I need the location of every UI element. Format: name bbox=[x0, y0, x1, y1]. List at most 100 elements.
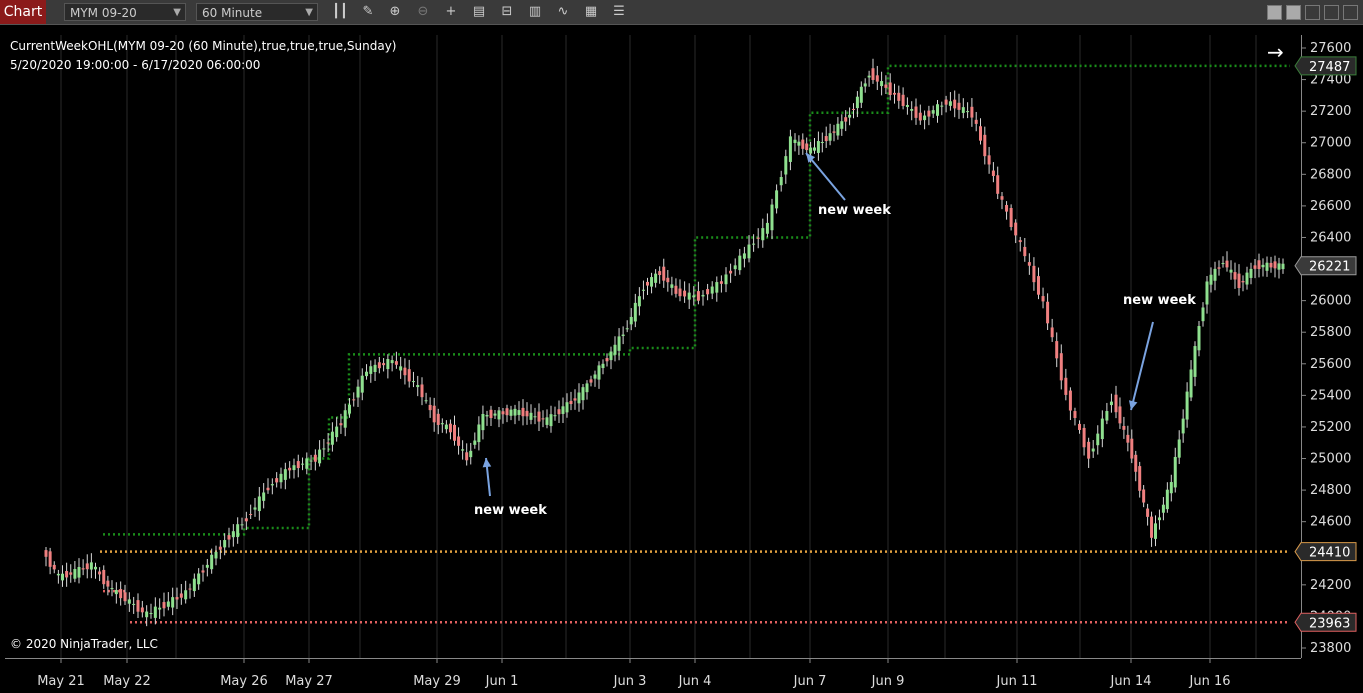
candle-body bbox=[1041, 296, 1045, 302]
candle-body bbox=[249, 514, 253, 516]
y-tick-label: 26000 bbox=[1310, 294, 1351, 309]
candle-body bbox=[884, 84, 888, 88]
time-axis[interactable] bbox=[5, 658, 1301, 693]
candle-body bbox=[214, 551, 218, 559]
candle-body bbox=[1277, 263, 1281, 270]
candle-body bbox=[501, 411, 505, 415]
candle-body bbox=[801, 139, 805, 149]
price-marker bbox=[1294, 612, 1357, 632]
candle-body bbox=[403, 367, 407, 376]
candle-body bbox=[192, 578, 196, 592]
x-tick-label: Jun 7 bbox=[793, 674, 827, 689]
candle-body bbox=[658, 271, 662, 276]
candle-body bbox=[457, 436, 461, 446]
candle-body bbox=[1217, 267, 1221, 269]
indicator-label: CurrentWeekOHL(MYM 09-20 (60 Minute),tru… bbox=[10, 39, 397, 53]
y-tick-label: 27000 bbox=[1310, 136, 1351, 151]
candle-body bbox=[1055, 341, 1059, 359]
candle-body bbox=[153, 606, 157, 618]
candle-body bbox=[266, 487, 270, 491]
x-tick-label: May 27 bbox=[285, 674, 333, 689]
zoom-out-icon[interactable]: ⊖ bbox=[417, 4, 429, 19]
interval-selector[interactable]: 60 Minute ▼ bbox=[196, 3, 318, 21]
candle-body bbox=[1265, 262, 1269, 271]
candle-body bbox=[863, 83, 867, 87]
price-axis[interactable] bbox=[1301, 35, 1358, 658]
candle-body bbox=[1201, 307, 1205, 322]
candle-body bbox=[119, 589, 123, 599]
candle-body bbox=[424, 400, 428, 402]
candle-body bbox=[1193, 346, 1197, 377]
candle-body bbox=[210, 554, 214, 570]
price-marker bbox=[1294, 542, 1357, 562]
bars-icon[interactable]: ┃┃ bbox=[332, 4, 348, 19]
data-box-icon[interactable]: ▤ bbox=[472, 4, 486, 19]
candle-body bbox=[1064, 377, 1068, 395]
candle-body bbox=[106, 580, 110, 587]
candle-body bbox=[98, 571, 102, 575]
week-high-line bbox=[103, 64, 1290, 536]
candle-body bbox=[828, 133, 832, 141]
candle-body bbox=[436, 413, 440, 425]
candle-body bbox=[1169, 482, 1173, 494]
crosshair-icon[interactable]: + bbox=[445, 4, 457, 19]
candle-body bbox=[382, 363, 386, 366]
candle-body bbox=[448, 423, 452, 433]
maximize-icon[interactable] bbox=[1324, 5, 1339, 20]
candle-body bbox=[399, 366, 403, 371]
candle-body bbox=[836, 123, 840, 136]
scroll-right-arrow-icon[interactable]: → bbox=[1267, 40, 1284, 64]
candle-body bbox=[1091, 448, 1095, 452]
x-tick-label: May 26 bbox=[220, 674, 268, 689]
candle-body bbox=[56, 573, 60, 576]
candle-body bbox=[957, 102, 961, 110]
properties-icon[interactable]: ⊟ bbox=[501, 4, 513, 19]
candle-body bbox=[296, 461, 300, 469]
candle-body bbox=[533, 416, 537, 418]
y-tick-label: 23800 bbox=[1310, 641, 1351, 656]
candle-body bbox=[1253, 265, 1257, 269]
candle-body bbox=[629, 316, 633, 325]
close-icon[interactable] bbox=[1343, 5, 1358, 20]
zoom-in-icon[interactable]: ⊕ bbox=[389, 4, 401, 19]
instrument-selector[interactable]: MYM 09-20 ▼ bbox=[64, 3, 186, 21]
candle-body bbox=[322, 448, 326, 450]
candle-body bbox=[970, 106, 974, 118]
strategies-icon[interactable]: ▥ bbox=[528, 4, 542, 19]
candle-body bbox=[654, 273, 658, 283]
candle-body bbox=[369, 366, 373, 374]
candle-body bbox=[145, 611, 149, 618]
indicators-icon[interactable]: ∿ bbox=[557, 4, 569, 19]
candle-body bbox=[545, 417, 549, 425]
candle-body bbox=[188, 588, 192, 590]
candle-body bbox=[386, 359, 390, 370]
tile-icon[interactable] bbox=[1286, 5, 1301, 20]
tile-icon[interactable] bbox=[1267, 5, 1282, 20]
y-tick-label: 24800 bbox=[1310, 483, 1351, 498]
candle-body bbox=[1273, 261, 1277, 269]
candle-body bbox=[65, 571, 69, 578]
candle-body bbox=[1213, 268, 1217, 281]
price-chart-panel[interactable] bbox=[5, 35, 1301, 658]
minimize-icon[interactable] bbox=[1305, 5, 1320, 20]
draw-pencil-icon[interactable]: ✎ bbox=[362, 4, 374, 19]
list-icon[interactable]: ☰ bbox=[613, 4, 625, 19]
candle-body bbox=[953, 99, 957, 109]
candle-body bbox=[1014, 222, 1018, 236]
annotation-arrowhead bbox=[806, 153, 816, 163]
candle-body bbox=[309, 460, 313, 462]
price-marker bbox=[1294, 56, 1357, 76]
candle-body bbox=[1005, 205, 1009, 212]
candle-body bbox=[493, 413, 497, 416]
candle-body bbox=[991, 170, 995, 176]
candle-body bbox=[1233, 272, 1237, 280]
price-marker-label: 23963 bbox=[1309, 616, 1350, 631]
candle-body bbox=[944, 99, 948, 105]
candle-body bbox=[1105, 411, 1109, 421]
candle-body bbox=[356, 386, 360, 398]
chart-tab[interactable]: Chart bbox=[0, 0, 46, 24]
candle-body bbox=[537, 411, 541, 422]
candle-body bbox=[569, 400, 573, 405]
chart-trader-icon[interactable]: ▦ bbox=[584, 4, 598, 19]
candle-body bbox=[1142, 489, 1146, 503]
